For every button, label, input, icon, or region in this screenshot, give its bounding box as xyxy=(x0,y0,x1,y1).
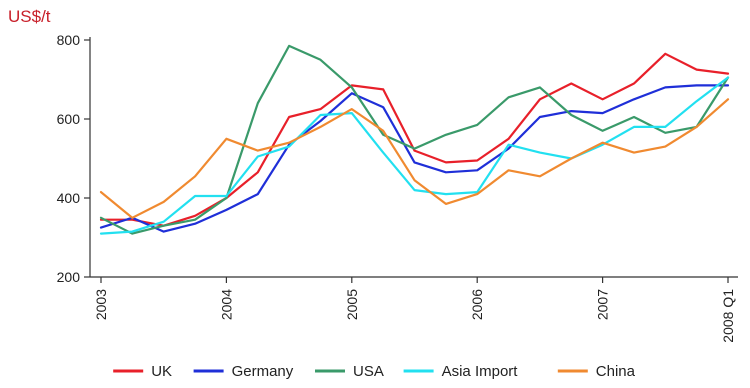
legend-label-usa: USA xyxy=(353,363,384,380)
series-line-china xyxy=(99,98,730,219)
x-tick-label: 2008 Q1 xyxy=(720,289,736,343)
y-tick-label: 600 xyxy=(57,111,81,127)
legend-label-germany: Germany xyxy=(232,363,294,380)
y-tick-label: 200 xyxy=(57,269,81,285)
axes xyxy=(84,37,738,283)
series-line-germany xyxy=(99,84,730,233)
x-tick-label: 2004 xyxy=(218,289,234,320)
x-tick-label: 2006 xyxy=(469,289,485,320)
axis-labels: 200 400 600 800 2003 2004 2005 2006 2007 2008 Q1 U… xyxy=(8,7,736,343)
y-tick-label: 800 xyxy=(57,32,81,48)
series-lines xyxy=(99,44,730,235)
y-tick-label: 400 xyxy=(57,190,81,206)
x-tick-label: 2005 xyxy=(344,289,360,320)
legend-label-asia-import: Asia Import xyxy=(442,363,519,380)
y-axis-title: US$/t xyxy=(8,7,51,26)
series-line-asia-import xyxy=(99,76,730,235)
x-tick-label: 2003 xyxy=(93,289,109,320)
legend-label-china: China xyxy=(596,363,636,380)
x-tick-label: 2007 xyxy=(595,289,611,320)
legend-label-uk: UK xyxy=(151,363,172,380)
series-line-uk xyxy=(99,52,730,227)
series-line-usa xyxy=(99,44,730,235)
legend: UK Germany USA Asia Import China xyxy=(113,363,636,380)
